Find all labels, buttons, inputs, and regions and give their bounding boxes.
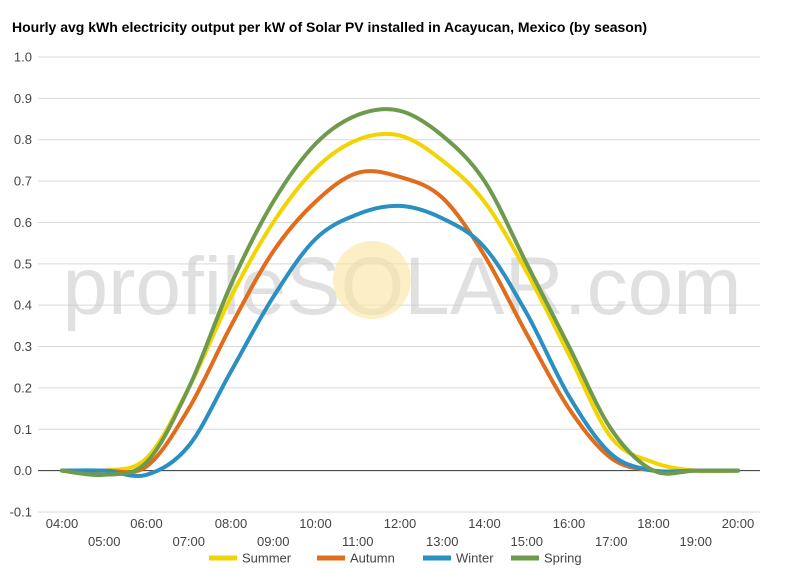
y-tick-label: 0.9	[14, 91, 32, 106]
y-tick-label: 0.6	[14, 215, 32, 230]
legend-label-summer: Summer	[242, 551, 292, 566]
x-tick-label: 15:00	[510, 534, 543, 549]
y-tick-label: 0.3	[14, 339, 32, 354]
y-tick-label: 0.2	[14, 380, 32, 395]
y-axis-ticks: 1.0 0.9 0.8 0.7 0.6 0.5 0.4 0.3 0.2 0.1 0.0 -0.1	[10, 50, 32, 520]
series-line-spring	[60, 107, 740, 478]
legend-label-autumn: Autumn	[350, 551, 395, 566]
y-tick-label: 0.8	[14, 132, 32, 147]
chart-title: Hourly avg kWh electricity output per kW…	[12, 19, 648, 35]
y-tick-label: 1.0	[14, 50, 32, 65]
y-tick-label: 0.5	[14, 256, 32, 271]
x-tick-label: 19:00	[679, 534, 712, 549]
x-tick-label: 05:00	[88, 534, 121, 549]
x-tick-label: 10:00	[299, 516, 332, 531]
legend-label-spring: Spring	[544, 551, 582, 566]
y-tick-label: -0.1	[10, 505, 32, 520]
x-tick-label: 18:00	[637, 516, 670, 531]
legend: Summer Autumn Winter Spring	[209, 551, 582, 566]
x-axis-ticks: 04:00 06:00 08:00 10:00 12:00 14:00 16:00 18:00…	[46, 516, 755, 549]
x-tick-label: 09:00	[257, 534, 290, 549]
y-tick-label: 0.0	[14, 463, 32, 478]
x-tick-label: 04:00	[46, 516, 79, 531]
x-tick-label: 17:00	[595, 534, 628, 549]
legend-label-winter: Winter	[456, 551, 494, 566]
y-tick-label: 0.1	[14, 422, 32, 437]
watermark-sun-icon	[333, 241, 411, 319]
series-lines	[60, 107, 740, 478]
series-line-winter	[60, 203, 740, 478]
y-tick-label: 0.7	[14, 174, 32, 189]
x-tick-label: 06:00	[130, 516, 163, 531]
y-tick-label: 0.4	[14, 298, 32, 313]
x-tick-label: 16:00	[553, 516, 586, 531]
x-tick-label: 07:00	[172, 534, 205, 549]
x-tick-label: 20:00	[722, 516, 755, 531]
x-tick-label: 11:00	[342, 534, 374, 549]
series-line-autumn	[60, 169, 740, 475]
x-tick-label: 12:00	[384, 516, 417, 531]
x-tick-label: 08:00	[215, 516, 248, 531]
x-tick-label: 13:00	[426, 534, 459, 549]
x-tick-label: 14:00	[468, 516, 501, 531]
